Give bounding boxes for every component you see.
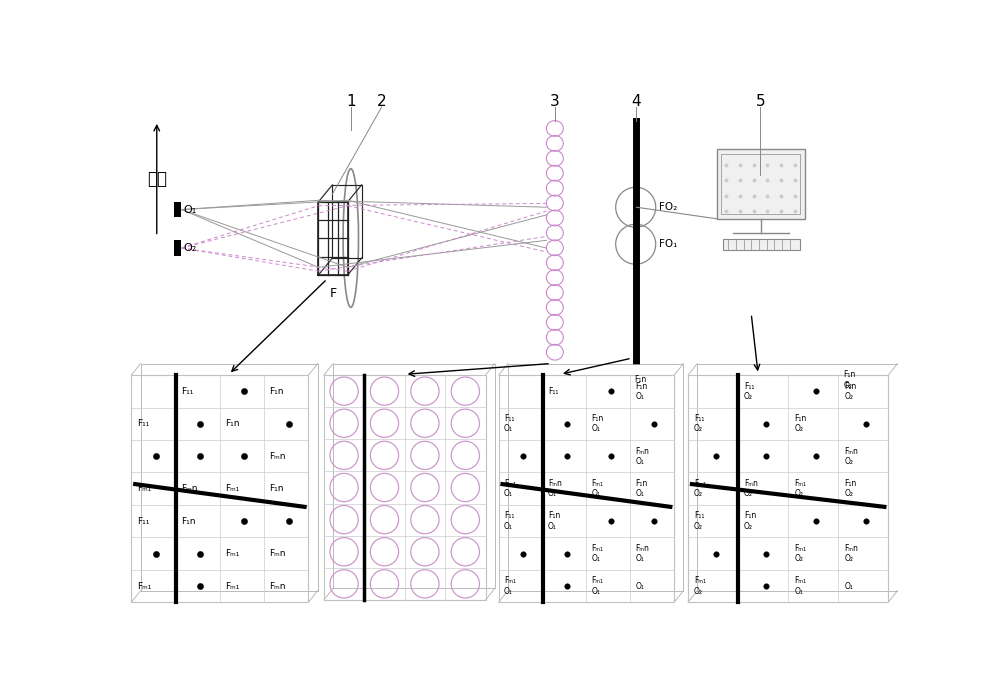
Text: 1: 1	[346, 94, 356, 109]
Text: Fₘ₁
O₁: Fₘ₁ O₁	[504, 576, 516, 596]
Text: Fₘ₁: Fₘ₁	[225, 582, 240, 590]
Text: Fₘn
O₁: Fₘn O₁	[548, 479, 562, 498]
Text: F₁n
O₂: F₁n O₂	[844, 479, 856, 498]
Text: F₁n
O₂: F₁n O₂	[794, 414, 806, 434]
Text: Fₘn: Fₘn	[269, 549, 286, 558]
Text: F₁n
O₂: F₁n O₂	[744, 511, 756, 530]
Text: F₁₁: F₁₁	[137, 419, 149, 428]
Text: F₁₁
O₂: F₁₁ O₂	[694, 414, 704, 434]
Text: F₁₁
O₁: F₁₁ O₁	[504, 414, 514, 434]
Text: F₁n
O₂: F₁n O₂	[844, 381, 856, 401]
Text: F₁₁
O₂: F₁₁ O₂	[744, 381, 754, 401]
Text: Fₘ₁
O₂: Fₘ₁ O₂	[694, 479, 706, 498]
Text: F₁n
O₁: F₁n O₁	[548, 511, 560, 530]
Text: FO₂: FO₂	[659, 202, 677, 212]
Text: F₁n: F₁n	[225, 419, 240, 428]
Bar	[723, 239, 800, 249]
Text: Fₘ₁: Fₘ₁	[137, 582, 151, 590]
Text: 5: 5	[756, 94, 765, 109]
Text: 目标: 目标	[147, 170, 167, 188]
Text: F₁n: F₁n	[269, 387, 284, 396]
Text: F₁₁
O₁: F₁₁ O₁	[504, 511, 514, 530]
Text: F: F	[330, 287, 337, 300]
Text: Fₘn
O₁: Fₘn O₁	[636, 447, 649, 466]
Text: Fₘ₁
O₁: Fₘ₁ O₁	[794, 576, 806, 596]
Text: Fₘn
O₂: Fₘn O₂	[844, 544, 858, 563]
Text: Fₘn: Fₘn	[269, 582, 286, 590]
Text: F₁n
O₁: F₁n O₁	[636, 479, 648, 498]
Text: F₁n
O₂: F₁n O₂	[843, 370, 855, 390]
Bar	[721, 154, 800, 214]
Bar	[717, 150, 805, 219]
Text: F₁n: F₁n	[181, 517, 195, 526]
Text: F₁₁: F₁₁	[137, 517, 149, 526]
Text: F₁n: F₁n	[269, 484, 284, 493]
Text: Fₘ₁
O₁: Fₘ₁ O₁	[592, 479, 604, 498]
Text: FO₁: FO₁	[659, 239, 677, 249]
Text: Fₘ₁
O₂: Fₘ₁ O₂	[794, 544, 806, 563]
Text: F₁n: F₁n	[635, 375, 647, 385]
Text: O₁: O₁	[184, 204, 197, 215]
Text: 3: 3	[550, 94, 560, 109]
Text: F₁n
O₁: F₁n O₁	[636, 381, 648, 401]
Text: Fₘ₁
O₂: Fₘ₁ O₂	[694, 576, 706, 596]
Text: O₁: O₁	[844, 582, 853, 590]
Text: F₁₁
O₂: F₁₁ O₂	[694, 511, 704, 530]
Text: Fₘn: Fₘn	[269, 452, 286, 461]
Text: Fₘ₁: Fₘ₁	[225, 549, 240, 558]
Text: Fₘ₁
O₁: Fₘ₁ O₁	[592, 544, 604, 563]
Text: O₂: O₂	[184, 243, 197, 253]
Text: Fₘ₁
O₁: Fₘ₁ O₁	[504, 479, 516, 498]
Bar	[174, 202, 181, 217]
Text: Fₘn
O₂: Fₘn O₂	[744, 479, 758, 498]
Text: Fₘn
O₁: Fₘn O₁	[636, 544, 649, 563]
Text: Fₘn
O₂: Fₘn O₂	[844, 447, 858, 466]
Text: F₁₁: F₁₁	[548, 387, 558, 396]
Text: F₁n
O₁: F₁n O₁	[592, 414, 604, 434]
Text: Fₘ₁: Fₘ₁	[137, 484, 151, 493]
Text: Fₘ₁
O₂: Fₘ₁ O₂	[794, 479, 806, 498]
Text: 4: 4	[631, 94, 641, 109]
Text: Fₘ₁
O₁: Fₘ₁ O₁	[592, 576, 604, 596]
Text: 2: 2	[377, 94, 386, 109]
Text: Fₘ₁: Fₘ₁	[225, 484, 240, 493]
Text: F₁₁: F₁₁	[181, 387, 193, 396]
Text: Fₘn: Fₘn	[181, 484, 197, 493]
Bar	[174, 240, 181, 256]
Text: O₁: O₁	[636, 582, 644, 590]
